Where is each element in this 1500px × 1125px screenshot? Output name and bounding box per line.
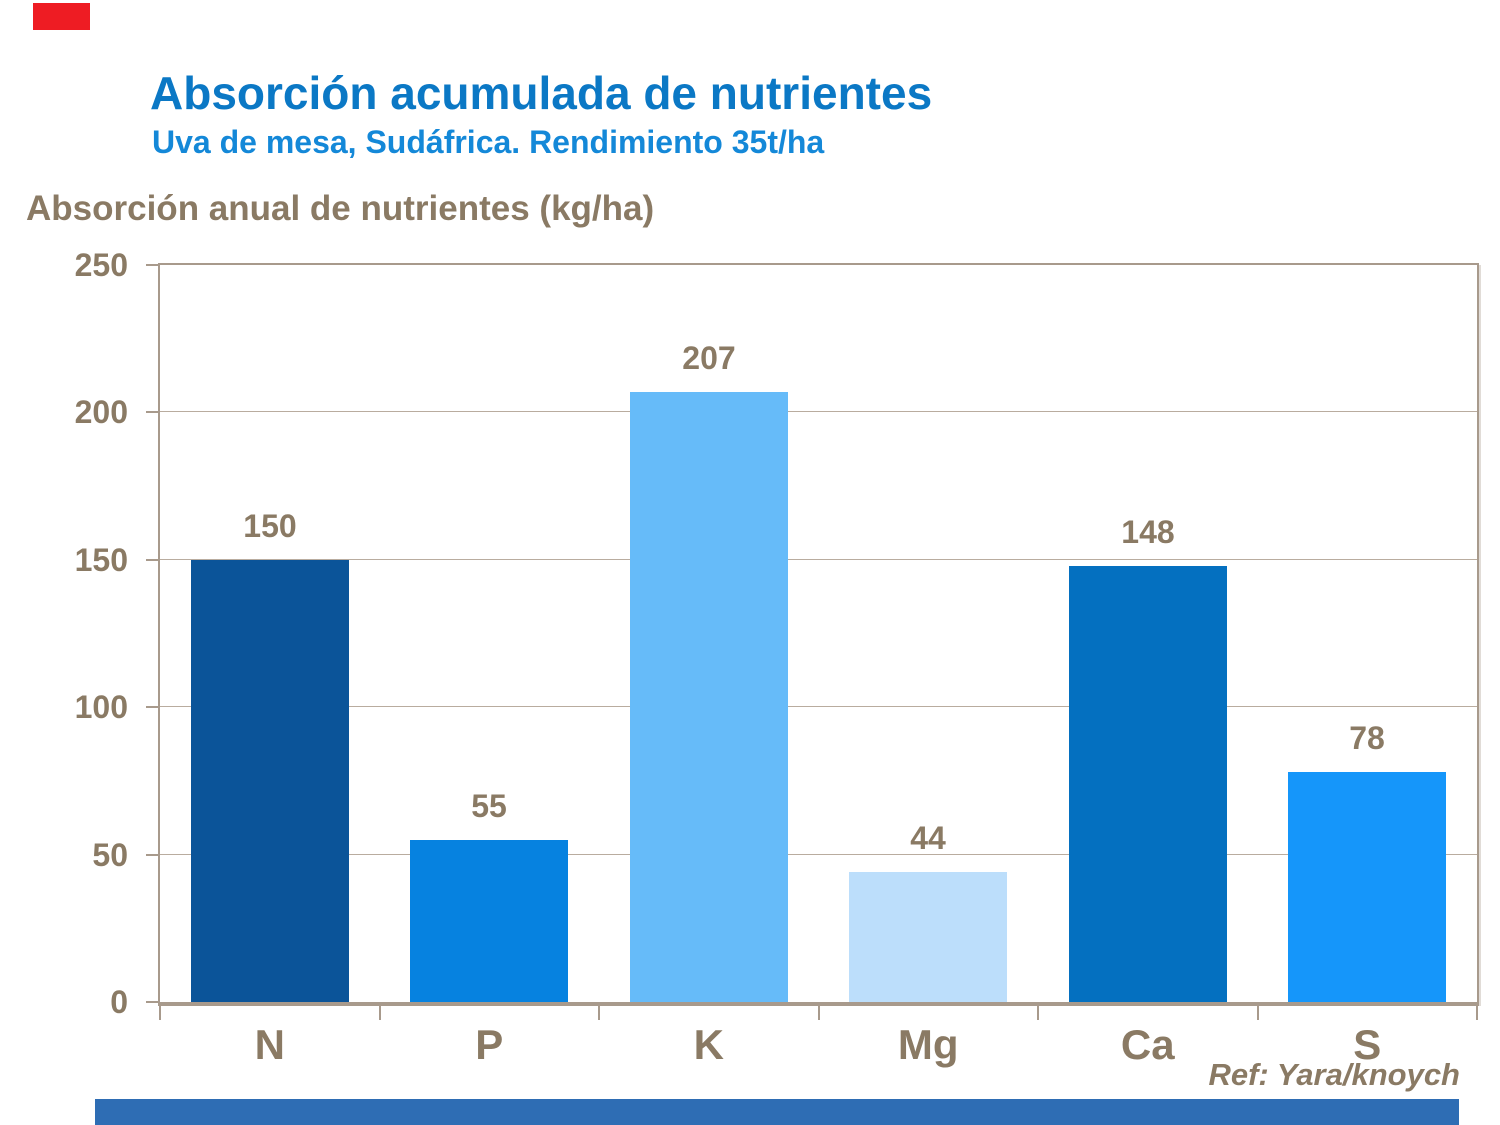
bar-value-N: 150 — [243, 508, 297, 544]
x-tick-mark-3 — [818, 1006, 820, 1020]
bar-value-Ca: 148 — [1121, 514, 1175, 550]
y-tick-label-250: 250 — [74, 247, 128, 283]
y-tick-label-50: 50 — [92, 836, 128, 873]
y-tick-mark-100 — [146, 706, 160, 709]
x-tick-mark-4 — [1037, 1006, 1039, 1020]
x-tick-label-N: N — [254, 1021, 285, 1068]
x-tick-label-Ca: Ca — [1120, 1021, 1175, 1068]
y-tick-mark-150 — [146, 558, 160, 561]
bottom-blue-bar — [95, 1099, 1459, 1125]
chart-title: Absorción acumulada de nutrientes — [150, 67, 933, 119]
y-tick-label-200: 200 — [74, 394, 128, 431]
x-tick-label-P: P — [475, 1021, 504, 1068]
x-tick-mark-5 — [1257, 1006, 1259, 1020]
x-tick-mark-6 — [1476, 1006, 1478, 1020]
y-axis-title: Absorción anual de nutrientes (kg/ha) — [26, 189, 655, 228]
bar-value-Mg: 44 — [910, 820, 946, 856]
x-tick-label-S: S — [1353, 1021, 1382, 1068]
y-tick-mark-250 — [146, 264, 160, 266]
x-tick-mark-0 — [159, 1006, 161, 1020]
y-tick-mark-0 — [146, 1001, 160, 1003]
x-tick-label-K: K — [693, 1021, 724, 1068]
bar-P — [410, 840, 568, 1002]
y-tick-label-100: 100 — [74, 689, 128, 726]
y-tick-label-0: 0 — [110, 984, 128, 1020]
y-tick-label-150: 150 — [74, 541, 128, 578]
bar-Ca — [1069, 566, 1227, 1002]
gridline-150 — [160, 558, 1477, 560]
bar-Mg — [849, 872, 1007, 1002]
plot-area-border — [158, 263, 1479, 1004]
red-corner-accent — [33, 3, 90, 30]
bar-K — [630, 392, 788, 1002]
chart-subtitle: Uva de mesa, Sudáfrica. Rendimiento 35t/… — [152, 124, 825, 160]
x-tick-label-Mg: Mg — [897, 1021, 959, 1068]
bar-S — [1288, 772, 1446, 1002]
x-axis-line — [158, 1002, 1479, 1006]
gridline-100 — [160, 706, 1477, 708]
reference-note: Ref: Yara/knoych — [1208, 1057, 1460, 1092]
bar-value-P: 55 — [471, 788, 507, 824]
bar-value-S: 78 — [1349, 720, 1385, 756]
bar-N — [191, 560, 349, 1002]
y-tick-mark-50 — [146, 853, 160, 856]
gridline-200 — [160, 411, 1477, 413]
bar-value-K: 207 — [682, 340, 736, 376]
x-tick-mark-2 — [598, 1006, 600, 1020]
gridline-50 — [160, 853, 1477, 855]
y-tick-mark-200 — [146, 411, 160, 414]
x-tick-mark-1 — [379, 1006, 381, 1020]
